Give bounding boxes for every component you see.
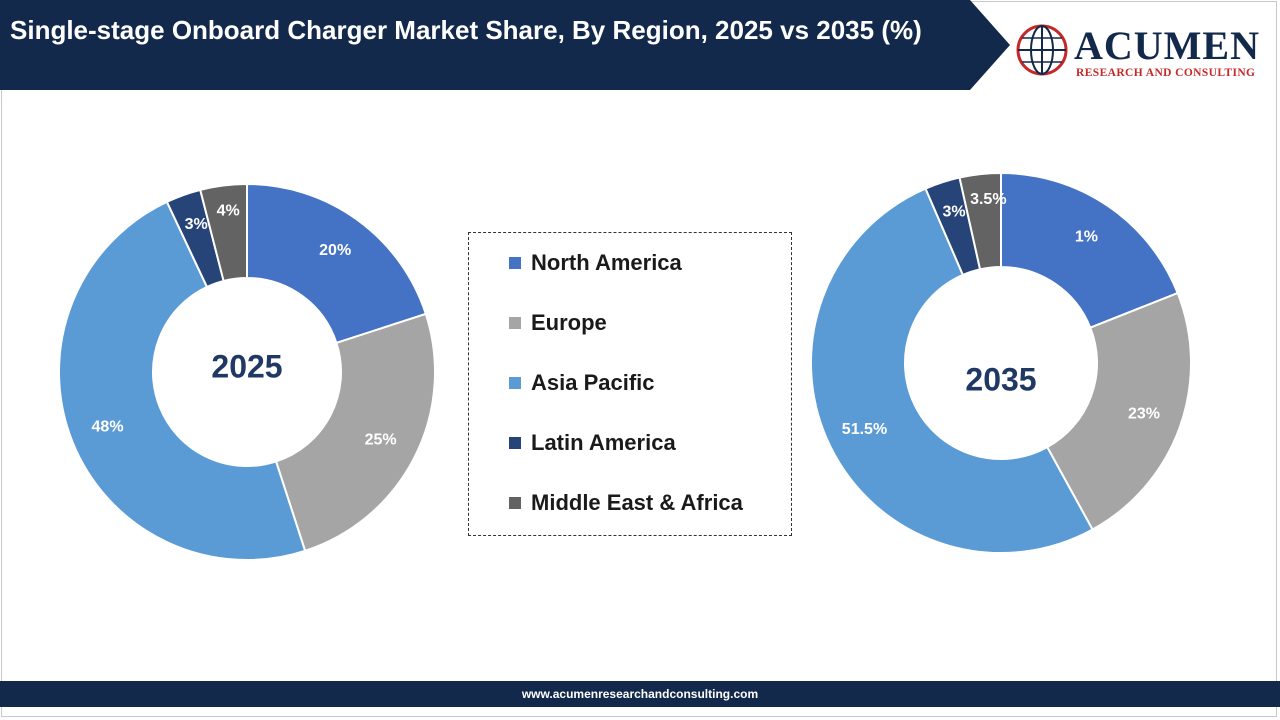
slice-2035-europe <box>1045 291 1192 531</box>
legend-swatch <box>509 437 521 449</box>
slice-label-2025-middle-east-and-africa: 4% <box>217 202 240 219</box>
slice-2025-asia-pacific <box>58 200 307 561</box>
slice-label-2025-asia-pacific: 48% <box>92 418 124 435</box>
slice-2035-north-america <box>1000 171 1179 329</box>
legend-item-middle-east-africa: Middle East & Africa <box>509 488 743 518</box>
legend-item-europe: Europe <box>509 308 607 338</box>
legend-label: North America <box>531 250 682 275</box>
logo-name: ACUMEN <box>1074 23 1260 68</box>
slice-label-2035-europe: 23% <box>1128 406 1160 423</box>
slice-label-2025-europe: 25% <box>365 431 397 448</box>
footer-url: www.acumenresearchandconsulting.com <box>0 681 1280 707</box>
legend-label: Europe <box>531 310 607 335</box>
slice-label-2035-middle-east-and-africa: 3.5% <box>970 191 1006 208</box>
title-band <box>0 0 1010 90</box>
globe-icon <box>1016 24 1068 76</box>
slice-label-2035-north-america: 1% <box>1075 229 1098 246</box>
slice-label-2035-latin-america: 3% <box>942 204 965 221</box>
slice-2025-europe <box>274 312 436 553</box>
slice-label-2025-north-america: 20% <box>319 242 351 259</box>
legend-swatch <box>509 377 521 389</box>
logo-tagline: RESEARCH AND CONSULTING <box>1076 67 1256 79</box>
legend-item-asia-pacific: Asia Pacific <box>509 368 655 398</box>
slice-2025-north-america <box>246 182 428 345</box>
slice-2035-middle-east-and-africa <box>958 171 1002 271</box>
slice-label-2035-asia-pacific: 51.5% <box>842 421 887 438</box>
legend-item-north-america: North America <box>509 248 682 278</box>
slice-2035-asia-pacific <box>810 187 1094 554</box>
company-logo: ACUMEN RESEARCH AND CONSULTING <box>1014 22 1276 82</box>
legend-swatch <box>509 317 521 329</box>
slice-label-2025-latin-america: 3% <box>185 216 208 233</box>
donut-charts: 20% 25% 48% 3% 4% 2025 1% 23% 51.5% 3% 3.5% 2035 <box>58 171 1192 561</box>
donut-center-label-2035: 2035 <box>965 361 1036 397</box>
slice-2025-middle-east-and-africa <box>199 182 248 283</box>
donut-center-label-2025: 2025 <box>211 348 282 384</box>
page-title: Single-stage Onboard Charger Market Shar… <box>10 15 922 45</box>
legend-label: Middle East & Africa <box>531 490 743 515</box>
legend-label: Asia Pacific <box>531 370 655 395</box>
legend-swatch <box>509 497 521 509</box>
legend-item-latin-america: Latin America <box>509 428 676 458</box>
legend-swatch <box>509 257 521 269</box>
chart-legend: North America Europe Asia Pacific Latin … <box>468 232 792 536</box>
legend-label: Latin America <box>531 430 676 455</box>
